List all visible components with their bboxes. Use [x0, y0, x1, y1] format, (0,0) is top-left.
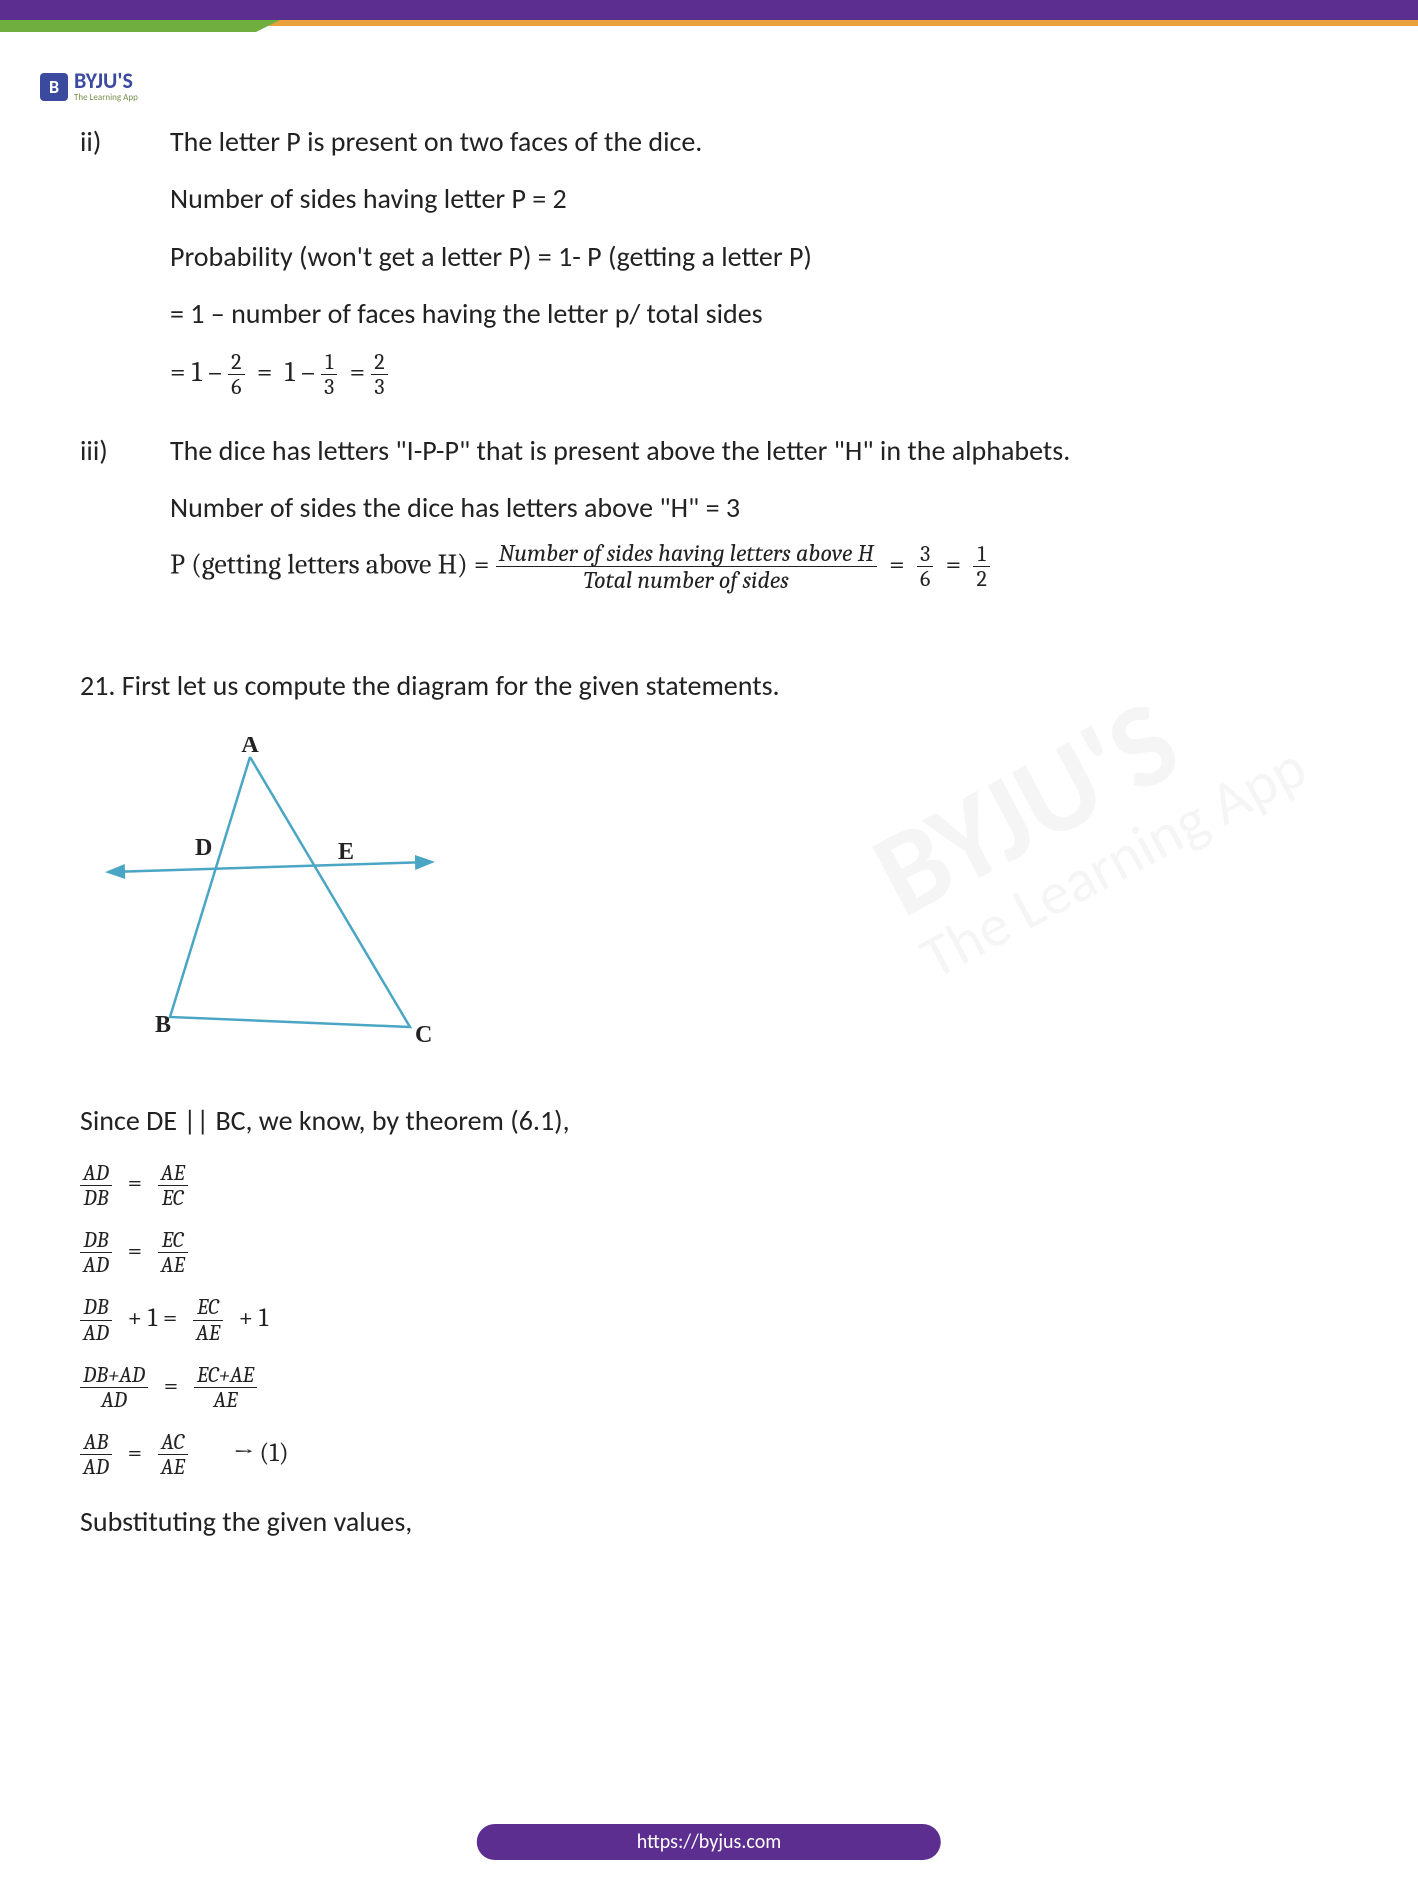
question-21: 21. First let us compute the diagram for… — [80, 664, 1338, 1543]
top-accent — [0, 20, 1418, 32]
ii-line3: Probability (won't get a letter P) = 1- … — [170, 235, 1338, 278]
eq1: ADDB = AEEC — [80, 1161, 1338, 1210]
logo-name: BYJU'S — [74, 70, 138, 92]
q21-substitute: Substituting the given values, — [80, 1500, 1338, 1543]
eq2: DBAD = ECAE — [80, 1228, 1338, 1277]
item-iii: iii) The dice has letters "I-P-P" that i… — [80, 429, 1338, 604]
svg-text:D: D — [195, 835, 212, 861]
ii-line4: = 1 – number of faces having the letter … — [170, 292, 1338, 335]
eq3: DBAD + 1 = ECAE + 1 — [80, 1295, 1338, 1344]
logo: B BYJU'S The Learning App — [40, 70, 138, 103]
marker-iii: iii) — [80, 429, 170, 604]
eq4: DB+ADAD = EC+AEAE — [80, 1363, 1338, 1412]
iii-line2: Number of sides the dice has letters abo… — [170, 486, 1338, 529]
iii-line1: The dice has letters "I-P-P" that is pre… — [170, 429, 1338, 472]
svg-text:E: E — [338, 839, 354, 865]
eq5: ABAD = ACAE → (1) — [80, 1430, 1338, 1479]
q21-theorem-line: Since DE || BC, we know, by theorem (6.1… — [80, 1099, 1338, 1142]
top-bar — [0, 0, 1418, 20]
logo-badge: B — [40, 73, 68, 101]
item-ii: ii) The letter P is present on two faces… — [80, 120, 1338, 409]
triangle-diagram: A B C D E — [100, 737, 1338, 1069]
svg-text:A: A — [241, 737, 259, 758]
diagram-svg: A B C D E — [100, 737, 460, 1057]
page-content: ii) The letter P is present on two faces… — [80, 120, 1338, 1557]
svg-text:B: B — [155, 1012, 171, 1038]
iii-equation: P (getting letters above H) = Number of … — [170, 540, 1338, 594]
ii-line2: Number of sides having letter P = 2 — [170, 177, 1338, 220]
footer-link[interactable]: https://byjus.com — [477, 1824, 941, 1860]
marker-ii: ii) — [80, 120, 170, 409]
ii-line1: The letter P is present on two faces of … — [170, 120, 1338, 163]
ii-equation: = 1 – 26 = 1 – 13 = 23 — [170, 350, 1338, 399]
logo-tagline: The Learning App — [74, 92, 138, 103]
svg-text:C: C — [415, 1022, 432, 1048]
q21-title: 21. First let us compute the diagram for… — [80, 664, 1338, 707]
